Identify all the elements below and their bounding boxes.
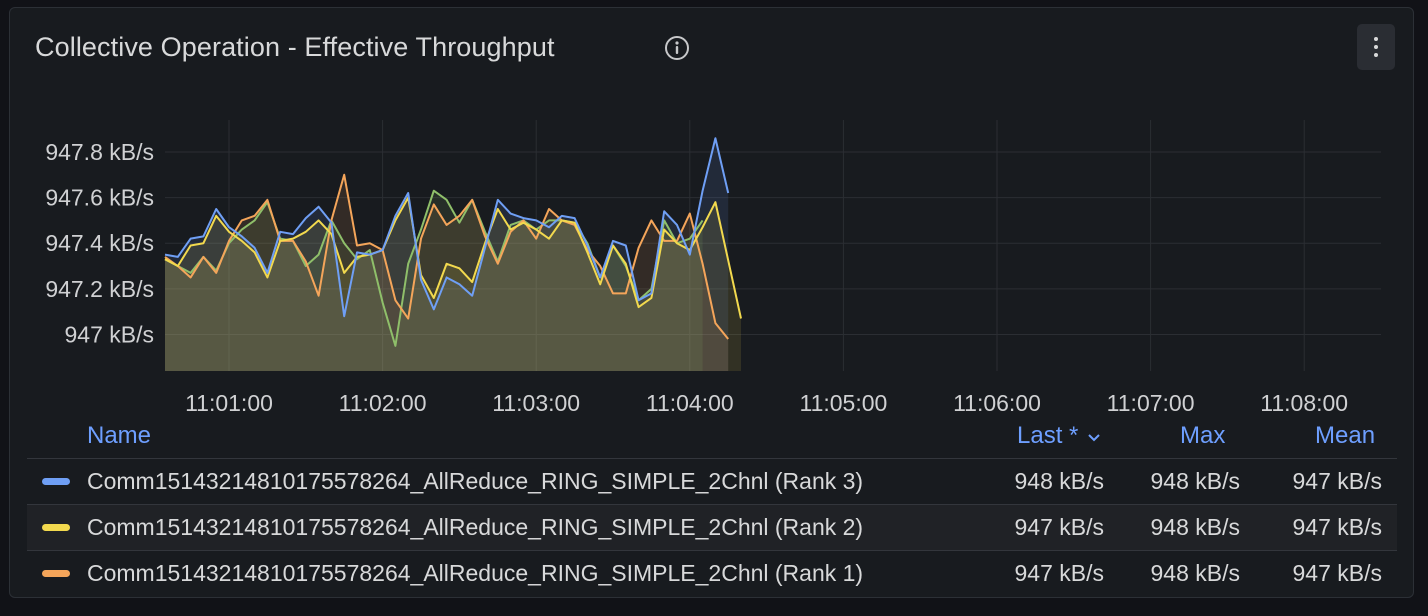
legend-series-name: Comm15143214810175578264_AllReduce_RING_…	[87, 514, 864, 540]
y-axis: 947 kB/s 947.2 kB/s 947.4 kB/s 947.6 kB/s 94…	[45, 139, 154, 348]
legend-max-value: 948 kB/s	[1150, 560, 1241, 586]
vertical-ellipsis-dot	[1374, 45, 1378, 49]
legend-header-last[interactable]: Last *	[1017, 422, 1101, 450]
series-line	[164, 173, 729, 340]
panel-menu-button[interactable]	[1357, 24, 1395, 70]
y-tick-label: 947.6 kB/s	[45, 185, 154, 211]
legend-header-name[interactable]: Name	[87, 422, 152, 449]
series-lines	[164, 137, 742, 347]
legend-series-name: Comm15143214810175578264_AllReduce_RING_…	[87, 560, 864, 586]
info-icon[interactable]	[664, 35, 690, 61]
series-area	[165, 190, 703, 371]
legend-mean-value: 947 kB/s	[1292, 560, 1383, 586]
x-tick-label: 11:01:00	[185, 390, 273, 416]
legend-row[interactable]: Comm15143214810175578264_AllReduce_RING_…	[27, 504, 1397, 550]
area-fill	[165, 138, 741, 371]
legend-last-value: 948 kB/s	[1014, 468, 1105, 494]
x-tick-label: 11:02:00	[339, 390, 427, 416]
legend-series-name: Comm15143214810175578264_AllReduce_RING_…	[87, 468, 864, 494]
vertical-ellipsis-icon	[1374, 37, 1378, 41]
y-tick-label: 947 kB/s	[65, 321, 155, 347]
series-color-swatch	[42, 524, 70, 531]
series-area	[165, 197, 741, 371]
legend-mean-value: 947 kB/s	[1292, 514, 1383, 540]
x-axis: 11:01:00 11:02:00 11:03:00 11:04:00 11:05:00…	[185, 390, 1348, 416]
series-color-swatch	[42, 478, 70, 485]
panel: Collective Operation - Effective Through…	[9, 7, 1414, 598]
y-tick-label: 947.2 kB/s	[45, 276, 154, 302]
series-area	[165, 174, 729, 371]
series-color-swatch	[42, 570, 70, 577]
x-tick-label: 11:04:00	[646, 390, 734, 416]
vertical-ellipsis-dot	[1374, 53, 1378, 57]
y-tick-label: 947.4 kB/s	[45, 230, 154, 256]
legend-max-value: 948 kB/s	[1150, 468, 1241, 494]
legend-row[interactable]: Comm15143214810175578264_AllReduce_RING_…	[27, 550, 1397, 596]
series-line	[164, 196, 742, 319]
legend-header-mean[interactable]: Mean	[1315, 422, 1376, 449]
legend-header-last-label: Last *	[1017, 422, 1079, 449]
x-tick-label: 11:08:00	[1260, 390, 1348, 416]
chevron-down-icon	[1088, 434, 1100, 442]
legend-last-value: 947 kB/s	[1014, 514, 1105, 540]
panel-title: Collective Operation - Effective Through…	[35, 32, 555, 62]
legend-row[interactable]: Comm15143214810175578264_AllReduce_RING_…	[27, 458, 1397, 504]
x-tick-label: 11:05:00	[799, 390, 887, 416]
legend-max-value: 948 kB/s	[1150, 514, 1241, 540]
legend-header-max[interactable]: Max	[1180, 422, 1226, 449]
legend-mean-value: 947 kB/s	[1292, 468, 1383, 494]
x-tick-label: 11:07:00	[1107, 390, 1195, 416]
x-tick-label: 11:06:00	[953, 390, 1041, 416]
series-line	[164, 137, 730, 318]
series-area	[165, 138, 729, 371]
x-tick-label: 11:03:00	[492, 390, 580, 416]
legend-last-value: 947 kB/s	[1014, 560, 1105, 586]
y-tick-label: 947.8 kB/s	[45, 139, 154, 165]
throughput-chart: 947 kB/s 947.2 kB/s 947.4 kB/s 947.6 kB/s 94…	[45, 120, 1381, 416]
